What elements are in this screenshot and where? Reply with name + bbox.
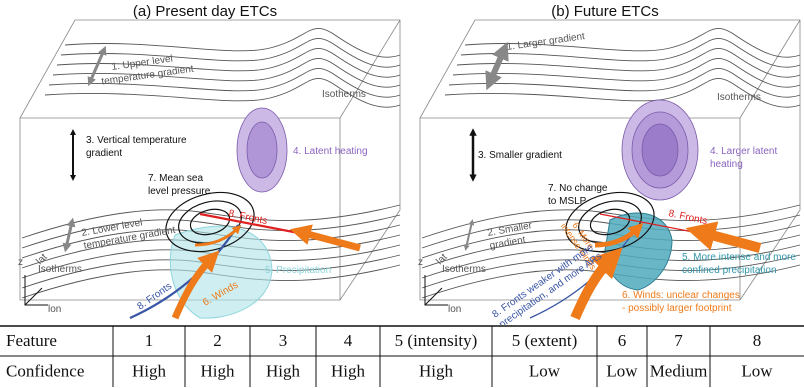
table-cell: Low xyxy=(529,361,561,380)
label: Isotherms xyxy=(38,264,82,275)
axes xyxy=(25,275,48,305)
table-cell: 6 xyxy=(618,331,627,350)
axis-label: lon xyxy=(448,304,461,315)
label: 4. Latent heating xyxy=(293,146,368,157)
label: 3. Smaller gradient xyxy=(478,150,562,161)
label: 6. Winds: unclear changes- possibly larg… xyxy=(622,290,740,314)
isotherm xyxy=(65,28,400,57)
axis-label: lon xyxy=(48,304,61,315)
latent-heating xyxy=(642,124,678,176)
label: Isotherms xyxy=(717,92,761,103)
label: 5. Precipitation xyxy=(265,265,331,276)
table-cell: 5 (intensity) xyxy=(395,331,478,350)
table-cell: Low xyxy=(741,361,773,380)
table-cell: Low xyxy=(606,361,638,380)
label: 2. Smallergradient xyxy=(487,220,536,252)
table-cell: High xyxy=(331,361,366,380)
confidence-table: Feature 1 2 3 4 5 (intensity) 5 (extent) 6 7 8 Con… xyxy=(0,325,804,388)
table-cell: High xyxy=(132,361,167,380)
panel-title: (a) Present day ETCs xyxy=(133,3,277,20)
table-cell: High xyxy=(201,361,236,380)
table-cell: Confidence xyxy=(6,361,84,380)
upper-gradient-arrow xyxy=(490,50,504,82)
table-cell: 7 xyxy=(674,331,683,350)
label: 1. Larger gradient xyxy=(506,31,586,53)
axes xyxy=(425,275,448,305)
table-cell: 3 xyxy=(279,331,288,350)
table-cell: Feature xyxy=(6,331,57,350)
precipitation xyxy=(605,213,672,290)
label: Isotherms xyxy=(322,89,366,100)
label: Isotherms xyxy=(442,264,486,275)
page: (a) Present day ETCs 1. Upper leveltempe… xyxy=(0,0,804,388)
latent-heating xyxy=(247,122,277,178)
label: 8. Fronts xyxy=(667,208,708,227)
table-cell: 2 xyxy=(213,331,222,350)
table-cell: Medium xyxy=(650,361,708,380)
panel-title: (b) Future ETCs xyxy=(551,3,659,20)
axis-label: z xyxy=(418,257,423,268)
axis-label: z xyxy=(18,257,23,268)
table-cell: High xyxy=(266,361,301,380)
diagram: (a) Present day ETCs 1. Upper leveltempe… xyxy=(0,0,804,325)
table-cell: 4 xyxy=(344,331,353,350)
table-cell: 1 xyxy=(145,331,154,350)
table-cell: 5 (extent) xyxy=(512,331,578,350)
label: 1. Upper leveltemperature gradient xyxy=(99,51,194,88)
isotherm xyxy=(57,48,400,77)
table-cell: High xyxy=(419,361,454,380)
table-cell: 8 xyxy=(753,331,762,350)
